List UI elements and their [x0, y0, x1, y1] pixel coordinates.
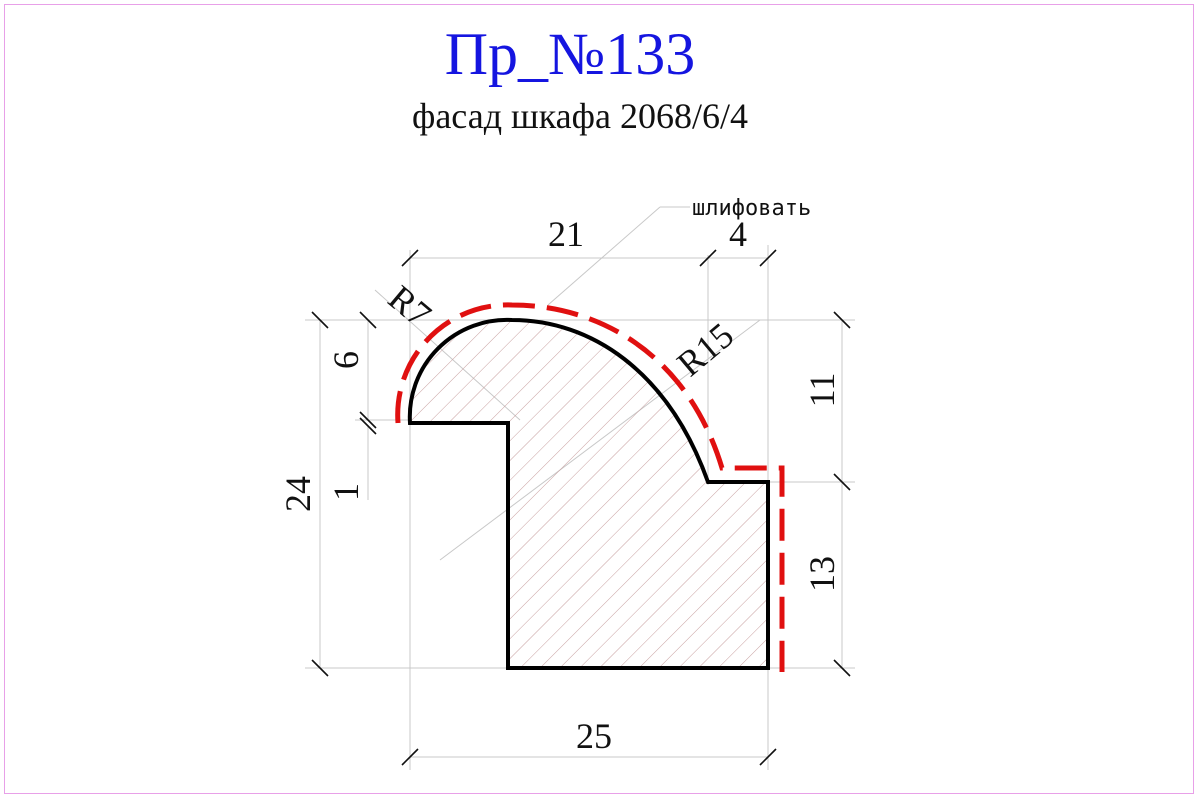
dim-radius-small: R7 [381, 277, 439, 335]
page-frame [4, 4, 1194, 794]
profile-subtitle: фасад шкафа 2068/6/4 [412, 96, 748, 136]
dim-right-lower: 13 [802, 556, 842, 592]
dim-top-right: 4 [729, 214, 747, 254]
sanding-line [395, 302, 785, 672]
dim-left-lower: 1 [326, 483, 366, 501]
dim-bottom-width: 25 [576, 716, 612, 756]
dim-top-width: 21 [548, 214, 584, 254]
dim-radius-large: R15 [669, 315, 741, 384]
profile-title: Пр_№133 [444, 21, 696, 87]
dim-right-upper: 11 [802, 373, 842, 408]
dim-left-upper: 6 [326, 351, 366, 369]
profile-section [407, 317, 770, 670]
dim-total-height: 24 [278, 476, 318, 512]
sanding-note: шлифовать [692, 196, 811, 221]
dimension-ticks [311, 249, 851, 766]
